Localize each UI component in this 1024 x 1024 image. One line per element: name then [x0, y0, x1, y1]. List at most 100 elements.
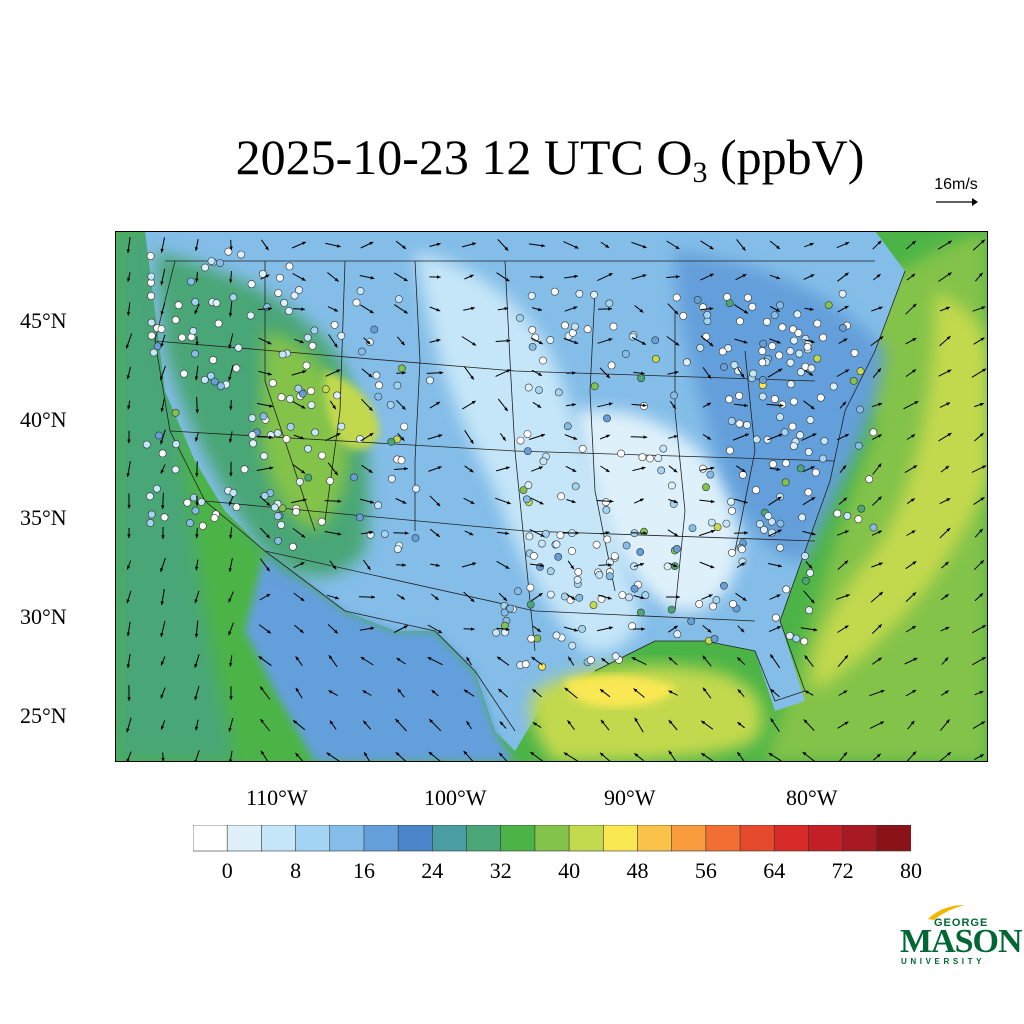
wind-vector-head: [641, 341, 646, 345]
atlantic-high-band: [812, 291, 988, 691]
station-marker: [769, 460, 777, 469]
wind-vector-head: [470, 306, 475, 311]
wind-vector-head: [160, 408, 164, 412]
wind-vector-head: [701, 720, 706, 725]
wind-vector-head: [573, 306, 578, 310]
wind-vector-head: [506, 339, 511, 343]
station-marker: [234, 343, 243, 352]
wind-vector-head: [768, 753, 773, 757]
station-marker: [713, 523, 722, 531]
wind-vector-head: [770, 654, 774, 659]
station-marker: [857, 504, 866, 513]
wind-vector-head: [600, 689, 604, 693]
wind-vector-head: [979, 754, 984, 758]
wind-vector-head: [228, 598, 232, 603]
station-marker: [171, 408, 180, 417]
wind-vector-head: [911, 626, 916, 630]
station-marker: [789, 442, 798, 450]
station-marker: [550, 287, 559, 296]
wind-vector-head: [708, 594, 713, 598]
station-marker: [760, 525, 768, 534]
wind-vector-head: [161, 535, 165, 539]
wind-vector-head: [301, 405, 306, 409]
wind-vector-head: [668, 657, 673, 661]
wind-vector-head: [530, 752, 535, 756]
wind-vector-head: [981, 306, 986, 310]
station-marker: [303, 444, 312, 453]
station-marker: [803, 343, 812, 351]
station-marker: [668, 481, 676, 490]
station-marker: [311, 428, 319, 437]
station-marker: [142, 440, 151, 449]
wind-vector-head: [504, 307, 509, 311]
station-marker: [706, 470, 715, 479]
reference-vector: 16m/s: [926, 176, 986, 208]
wind-vector-head: [777, 496, 782, 501]
wind-vector-head: [266, 629, 271, 634]
wind-vector-head: [879, 591, 883, 596]
wind-vector-head: [541, 433, 545, 438]
station-marker: [191, 298, 200, 306]
wind-vector-head: [675, 275, 680, 279]
wind-vector-head: [571, 499, 576, 504]
station-marker: [259, 412, 268, 421]
wind-vector-head: [334, 629, 338, 634]
wind-vector-head: [946, 528, 951, 532]
station-marker: [768, 342, 777, 351]
wind-vector-head: [369, 242, 374, 246]
station-marker: [578, 624, 586, 633]
wind-vector-head: [947, 369, 952, 373]
station-marker: [804, 447, 813, 456]
wind-vector-head: [470, 500, 475, 504]
wind-vector-head: [843, 338, 848, 342]
colorbar-label: 48: [626, 858, 649, 883]
station-marker: [790, 336, 798, 345]
station-marker: [786, 347, 795, 356]
wind-vector-head: [400, 596, 405, 600]
station-marker: [755, 520, 764, 528]
station-marker: [308, 342, 317, 350]
wind-vector-head: [608, 273, 613, 277]
station-marker: [372, 371, 381, 380]
station-marker: [189, 327, 198, 335]
wind-vector-head: [563, 752, 568, 756]
wind-vector-head: [737, 689, 742, 694]
wind-vector-head: [844, 434, 849, 438]
wind-vector-head: [802, 752, 807, 756]
station-marker: [720, 363, 728, 371]
wind-vector-head: [709, 342, 714, 347]
wind-vector-head: [295, 687, 300, 692]
wind-vector-head: [809, 242, 814, 247]
station-marker: [790, 397, 798, 406]
station-marker: [603, 535, 612, 544]
lon-label-90w: 90°W: [604, 785, 656, 810]
station-marker: [229, 293, 238, 302]
wind-vector-head: [982, 465, 987, 469]
station-marker: [500, 608, 509, 617]
wind-vector-head: [642, 274, 647, 278]
station-marker: [536, 563, 544, 571]
wind-vector-head: [911, 434, 916, 438]
station-marker: [707, 518, 716, 527]
wind-vector-head: [537, 404, 542, 408]
station-marker: [568, 641, 577, 650]
wind-vector-head: [944, 690, 949, 694]
station-marker: [292, 507, 300, 516]
station-marker: [380, 530, 389, 538]
station-marker: [849, 376, 858, 385]
station-marker: [759, 339, 768, 348]
station-marker: [200, 375, 209, 384]
station-marker: [171, 465, 180, 474]
lon-label-110w: 110°W: [246, 785, 308, 810]
station-marker: [528, 326, 537, 334]
wind-vector-head: [574, 245, 579, 249]
wind-vector-head: [160, 633, 164, 637]
wind-vector-head: [743, 340, 748, 344]
station-marker: [146, 252, 155, 260]
station-marker: [270, 503, 279, 512]
station-marker: [146, 518, 155, 527]
station-marker: [492, 628, 500, 637]
boundary-lines: [154, 260, 906, 732]
station-marker: [552, 540, 561, 549]
station-marker: [603, 414, 611, 423]
